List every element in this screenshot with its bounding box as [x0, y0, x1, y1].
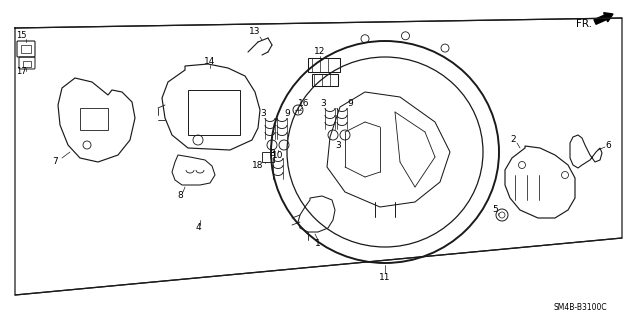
Text: 9: 9 [347, 99, 353, 108]
Text: 3: 3 [269, 149, 275, 158]
Text: 3: 3 [320, 99, 326, 108]
Bar [312, 74, 338, 86]
Text: 3: 3 [335, 140, 341, 150]
Text: 13: 13 [249, 27, 260, 36]
Text: 1: 1 [315, 240, 321, 249]
Text: 9: 9 [284, 108, 290, 117]
Text: 2: 2 [510, 136, 516, 145]
Bar [188, 90, 240, 135]
Text: 4: 4 [195, 224, 201, 233]
Text: 8: 8 [177, 191, 183, 201]
Bar [23, 61, 31, 67]
Text: 14: 14 [204, 57, 216, 66]
Text: 7: 7 [52, 158, 58, 167]
Text: 5: 5 [492, 205, 498, 214]
Text: 11: 11 [380, 273, 391, 283]
Text: 10: 10 [272, 151, 284, 160]
Text: SM4B-B3100C: SM4B-B3100C [553, 303, 607, 313]
Bar [308, 58, 340, 72]
Text: 12: 12 [314, 48, 326, 56]
Bar [262, 152, 274, 162]
FancyArrow shape [594, 13, 613, 24]
Text: 17: 17 [16, 68, 27, 77]
Text: 18: 18 [252, 161, 264, 170]
Text: 16: 16 [298, 100, 310, 108]
Bar [80, 108, 108, 130]
Text: 15: 15 [16, 32, 26, 41]
Text: FR.: FR. [576, 19, 592, 29]
Text: 6: 6 [605, 140, 611, 150]
Bar [21, 45, 31, 53]
Text: 3: 3 [260, 108, 266, 117]
